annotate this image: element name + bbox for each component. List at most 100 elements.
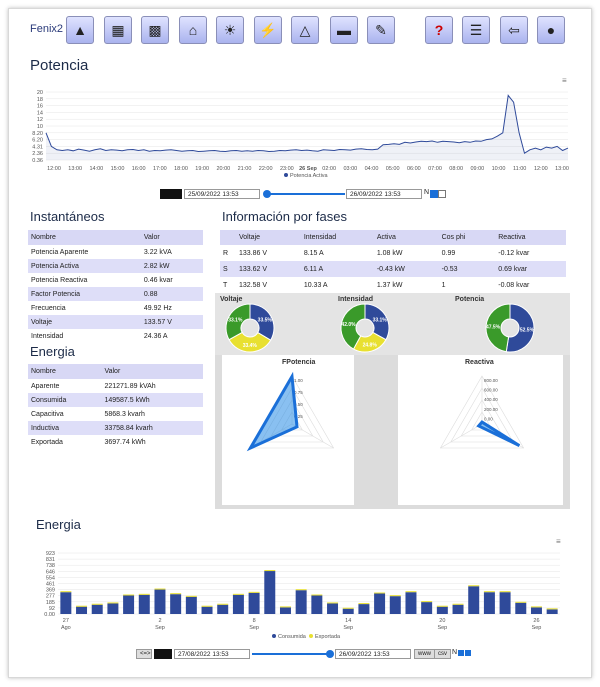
- x-tick-label: 09:00: [470, 166, 484, 172]
- table-cell: 133.86 V: [239, 249, 268, 257]
- donut-slice: [505, 303, 535, 353]
- y-tick-label: 0.00: [44, 612, 55, 618]
- table-cell: -0.08 kvar: [498, 281, 530, 289]
- n-checkbox-1[interactable]: [430, 190, 438, 198]
- y-tick-label: 12: [37, 117, 43, 123]
- table-cell: 0.99: [441, 249, 456, 257]
- x-tick-label: 19:00: [195, 166, 209, 172]
- x-tick-month: Sep: [155, 625, 165, 631]
- range-slider-track[interactable]: [270, 193, 345, 195]
- n-checkbox-2[interactable]: [465, 650, 471, 656]
- nav-prev-button[interactable]: <=>: [136, 649, 152, 659]
- bar-consumida: [515, 602, 527, 614]
- radar-series-polygon: [476, 420, 521, 447]
- color-swatch[interactable]: [160, 189, 182, 199]
- bar-exportada: [154, 588, 166, 590]
- date-from-input[interactable]: 27/08/2022 13:53: [174, 649, 250, 659]
- toolbar-sun-button[interactable]: ☀: [216, 16, 244, 44]
- csv-button[interactable]: csv: [434, 649, 451, 659]
- range-slider-track[interactable]: [252, 653, 328, 655]
- y-tick-label: 554: [46, 575, 55, 581]
- potencia-range-controls: 25/09/2022 13:53 26/09/2022 13:53 N: [160, 189, 446, 201]
- toolbar-house-button[interactable]: ⌂: [179, 16, 207, 44]
- bar-consumida: [452, 604, 464, 614]
- bar-exportada: [483, 591, 495, 593]
- bar-consumida: [358, 604, 370, 614]
- radar-tick-label: 200.00: [484, 407, 498, 412]
- table-cell: 149587.5 kWh: [101, 393, 203, 407]
- www-button[interactable]: www: [414, 649, 435, 659]
- bar-consumida: [232, 594, 244, 614]
- bar-exportada: [123, 594, 135, 596]
- toolbar-help-button[interactable]: ?: [425, 16, 453, 44]
- toolbar-shapes-button[interactable]: ▲: [66, 16, 94, 44]
- y-tick-label: 277: [46, 594, 55, 600]
- x-tick-month: Sep: [343, 625, 353, 631]
- color-swatch[interactable]: [154, 649, 172, 659]
- x-tick-label: 10:00: [492, 166, 506, 172]
- donut-slice: [249, 303, 275, 341]
- toolbar-tower-button[interactable]: ⚡: [254, 16, 282, 44]
- toolbar-calendar-grid-button[interactable]: ▩: [141, 16, 169, 44]
- toolbar-prism-button[interactable]: △: [291, 16, 319, 44]
- range-slider-handle[interactable]: [263, 190, 271, 198]
- toolbar-edit-button[interactable]: ✎: [367, 16, 395, 44]
- table-cell: 132.58 V: [239, 281, 268, 289]
- bar-consumida: [248, 592, 260, 614]
- bar-exportada: [295, 589, 307, 591]
- legend-marker: [284, 173, 288, 177]
- table-row: Potencia Activa 2.82 kW: [28, 259, 203, 273]
- bar-exportada: [468, 585, 480, 587]
- bar-consumida: [295, 590, 307, 614]
- table-cell: 24.36 A: [143, 332, 168, 340]
- energia-range-controls: <=> 27/08/2022 13:53 26/09/2022 13:53 ww…: [136, 649, 476, 661]
- x-tick-month: Sep: [249, 625, 259, 631]
- table-cell: Aparente: [31, 382, 60, 390]
- toolbar-panel-button[interactable]: ▦: [104, 16, 132, 44]
- x-tick-label: 03:00: [343, 166, 357, 172]
- legend-label: Potencia Activa: [290, 173, 329, 179]
- bar-exportada: [185, 595, 197, 597]
- toolbar-battery-button[interactable]: ▬: [330, 16, 358, 44]
- x-tick-day: 14: [345, 618, 351, 624]
- n-checkbox-2[interactable]: [438, 190, 446, 198]
- date-to-input[interactable]: 26/09/2022 13:53: [346, 189, 422, 199]
- radar-tick-label: 0.00: [484, 416, 493, 421]
- toolbar-user-button[interactable]: ●: [537, 16, 565, 44]
- date-from-input[interactable]: 25/09/2022 13:53: [184, 189, 260, 199]
- user-icon: ●: [546, 22, 556, 38]
- radar-tick-label: 400.00: [484, 397, 498, 402]
- chart-menu-icon[interactable]: ≡: [562, 76, 567, 85]
- bar-exportada: [530, 606, 542, 608]
- table-cell: Frecuencia: [31, 304, 66, 312]
- bar-consumida: [201, 606, 213, 614]
- table-row: Exportada 3697.74 kWh: [28, 435, 203, 449]
- toolbar-report-button[interactable]: ☰: [462, 16, 490, 44]
- x-tick-month: Sep: [437, 625, 447, 631]
- table-cell: Capacitiva: [31, 410, 64, 418]
- y-tick-label: 16: [37, 104, 43, 110]
- table-cell: Consumida: [28, 393, 102, 407]
- donut-slice: [485, 303, 511, 353]
- n-checkbox-1[interactable]: [458, 650, 464, 656]
- report-icon: ☰: [469, 21, 483, 38]
- table-cell: 33758.84 kvarh: [101, 421, 203, 435]
- energia-chart-menu-icon[interactable]: ≡: [556, 537, 561, 546]
- bar-exportada: [91, 603, 103, 605]
- col-valor: Valor: [101, 364, 203, 379]
- table-cell: 10.33 A: [303, 281, 328, 289]
- table-row: S 133.62 V 6.11 A -0.43 kW -0.53 0.69 kvar: [220, 261, 566, 277]
- energia-chart-title: Energia: [36, 517, 81, 532]
- toolbar-exit-button[interactable]: ⇦: [500, 16, 528, 44]
- col-header: Voltaje: [236, 230, 301, 245]
- radar-tick-label: 0.75: [294, 390, 303, 395]
- radar-fpotencia-chart: 1.00 0.75 0.50 0.25: [246, 371, 335, 452]
- date-to-input[interactable]: 26/09/2022 13:53: [335, 649, 411, 659]
- tower-icon: ⚡: [259, 21, 277, 38]
- y-tick-label: 20: [37, 90, 43, 96]
- radar-tick-label: 800.00: [484, 378, 498, 383]
- y-tick-label: 923: [46, 551, 55, 557]
- bar-consumida: [342, 608, 354, 614]
- range-slider-handle[interactable]: [326, 650, 334, 658]
- bar-consumida: [91, 604, 103, 614]
